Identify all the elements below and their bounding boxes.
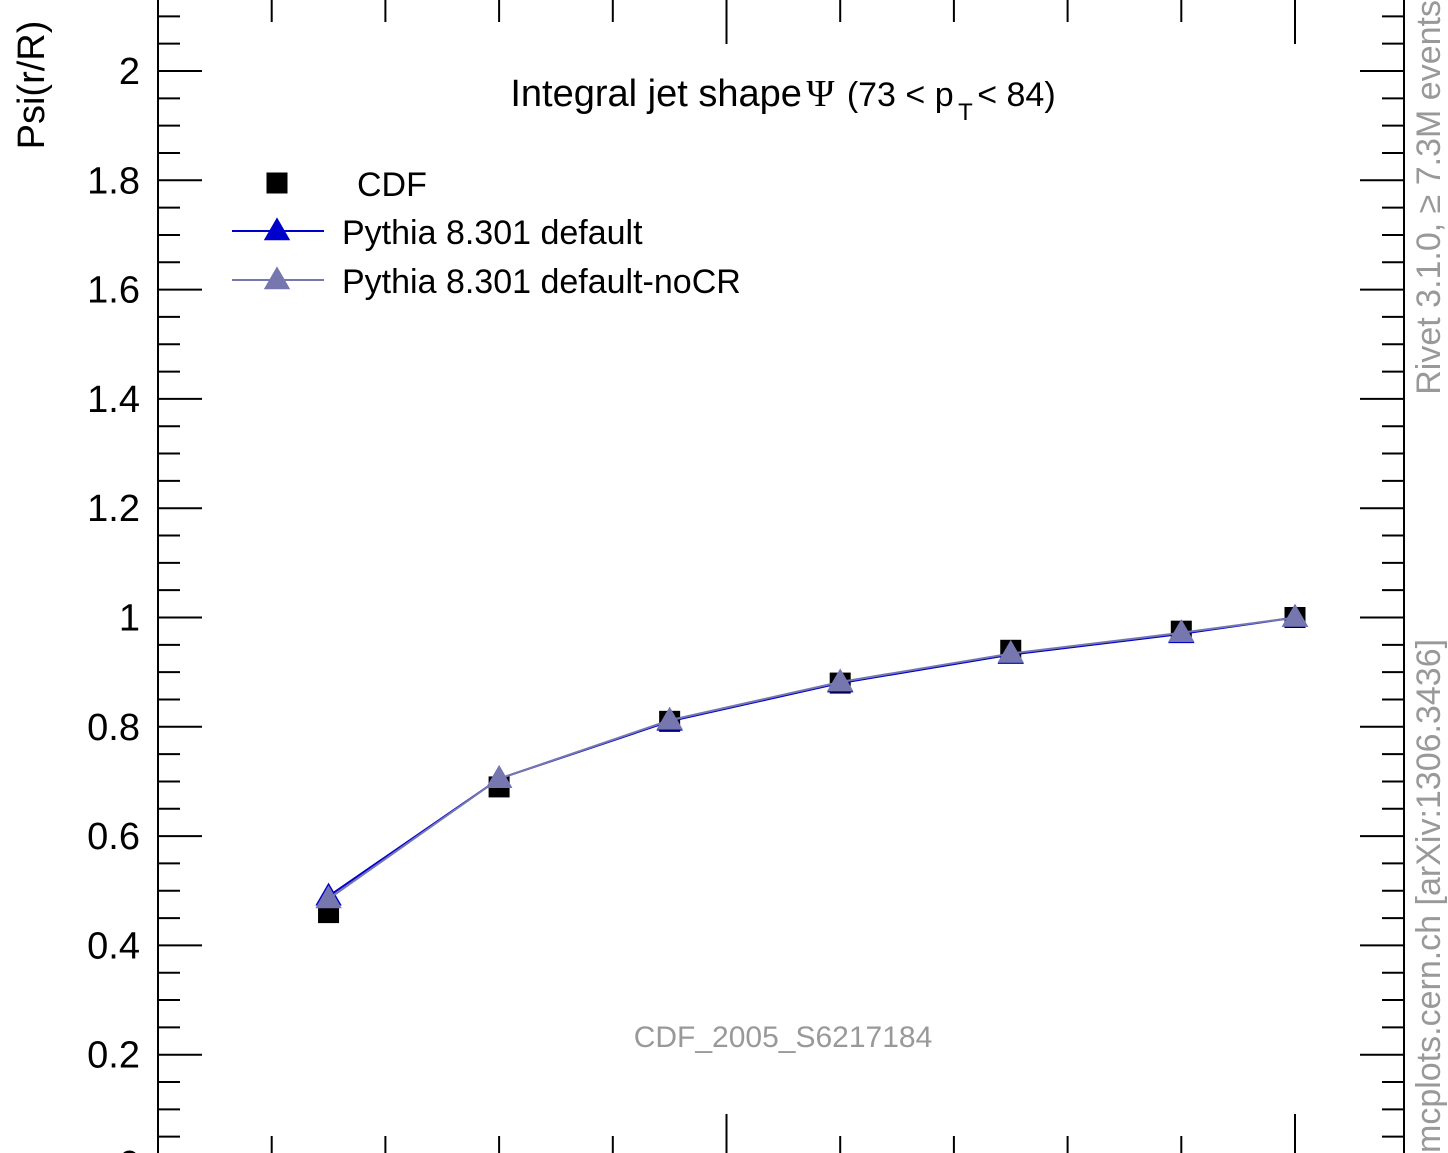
- analysis-label: CDF_2005_S6217184: [634, 1021, 933, 1054]
- x-axis-ticks: [270, 0, 1296, 1153]
- series-layer: [315, 603, 1309, 924]
- series-line: [327, 616, 1296, 898]
- legend-label: CDF: [357, 166, 427, 204]
- y-tick-label: 1: [119, 598, 140, 640]
- series-pythia-8-301-default-nocr: [315, 603, 1309, 909]
- y-tick-label: 1.2: [87, 488, 140, 530]
- legend-marker: [263, 217, 291, 241]
- data-point: [315, 885, 342, 909]
- y-tick-label: 0.2: [87, 1035, 140, 1077]
- y-tick-label: 0.8: [87, 707, 140, 749]
- y-tick-label: 0.4: [87, 925, 140, 967]
- legend-marker: [266, 172, 288, 194]
- data-point: [656, 706, 683, 730]
- data-point: [827, 668, 854, 692]
- y-tick-label: 2: [119, 51, 140, 93]
- title-range: (73 < p: [847, 76, 954, 114]
- series-cdf: [318, 607, 1306, 924]
- data-point: [485, 765, 513, 788]
- series-pythia-8-301-default: [315, 603, 1309, 906]
- y-tick-label: 1.8: [87, 160, 140, 202]
- title-range-end: < 84): [977, 76, 1055, 114]
- plot-frame: [157, 0, 1405, 1153]
- data-point: [1168, 619, 1195, 643]
- side-label-top: Rivet 3.1.0, ≥ 7.3M events: [1410, 0, 1448, 395]
- data-point: [997, 639, 1024, 663]
- legend: CDF Pythia 8.301 default Pythia 8.301 defa…: [232, 166, 741, 301]
- legend-marker: [263, 266, 291, 290]
- y-axis-ticks: 0.2 0.4 0.6 0.8 1 1.2 1.4 1.6 1.8 2 0: [87, 15, 1404, 1153]
- y-tick-label: 0.6: [87, 816, 140, 858]
- chart-title: Integral jet shape Ψ (73 < p T < 84): [510, 73, 1055, 126]
- title-subscript: T: [958, 99, 973, 126]
- y-tick-label: 1.6: [87, 270, 140, 312]
- side-label-bottom: mcplots.cern.ch [arXiv:1306.3436]: [1410, 639, 1448, 1153]
- y-axis-label: Psi(r/R): [11, 21, 53, 150]
- data-point: [1281, 603, 1309, 627]
- y-tick-label: 0: [119, 1144, 140, 1153]
- legend-label: Pythia 8.301 default: [342, 214, 643, 252]
- series-line: [327, 616, 1296, 900]
- title-psi-symbol: Ψ: [806, 73, 834, 115]
- legend-label: Pythia 8.301 default-noCR: [342, 263, 741, 301]
- y-tick-label: 1.4: [87, 379, 140, 421]
- title-main: Integral jet shape: [510, 73, 802, 115]
